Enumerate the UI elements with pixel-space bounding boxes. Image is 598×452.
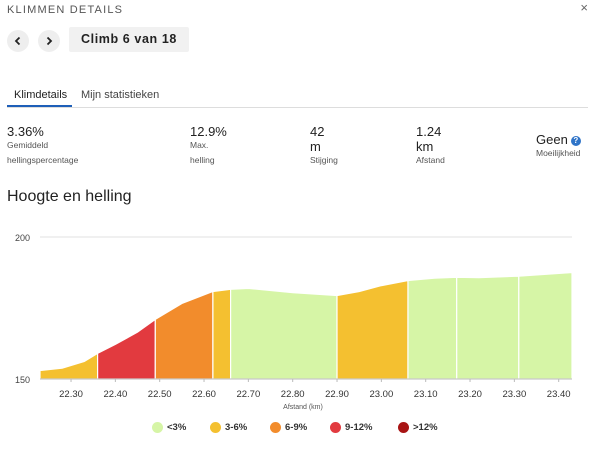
stat-difficulty: Geen? Moeilijkheid [536, 132, 581, 159]
tab-mijn-statistieken[interactable]: Mijn statistieken [81, 89, 160, 101]
stat-gradient: 3.36% Gemiddeld hellingspercentage [7, 124, 78, 166]
x-tick-label: 23.00 [369, 389, 393, 400]
stat-distance-unit: km [416, 139, 434, 154]
x-tick-label: 23.40 [547, 389, 571, 400]
segment-2 [96, 318, 156, 380]
chevron-left-icon [14, 36, 21, 46]
segment-4 [212, 288, 232, 380]
legend-item: 3-6% [210, 422, 247, 433]
header-title: KLIMMEN DETAILS [7, 4, 124, 16]
segment-6 [336, 279, 409, 380]
next-climb-button[interactable] [38, 30, 60, 52]
legend-label: 6-9% [285, 422, 308, 433]
legend-label: 9-12% [345, 422, 373, 433]
stat-ascent: 42 m Stijging [310, 124, 338, 166]
section-title: Hoogte en helling [7, 188, 132, 205]
tab-active-indicator [7, 105, 72, 107]
stat-gradient-value: 3.36% [7, 124, 44, 139]
stat-max-gradient-value: 12.9% [190, 124, 227, 139]
legend-dot [398, 422, 409, 433]
legend-label: <3% [167, 422, 187, 433]
legend-dot [152, 422, 163, 433]
segment-8 [456, 275, 520, 380]
x-tick-label: 22.90 [325, 389, 349, 400]
legend-dot [270, 422, 281, 433]
x-tick-label: 23.20 [458, 389, 482, 400]
legend-item: >12% [398, 422, 438, 433]
stat-ascent-label: Stijging [310, 155, 338, 165]
stat-distance-value: 1.24 [416, 124, 442, 139]
stat-max-gradient-label: Max. helling [190, 140, 215, 165]
legend-item: 6-9% [270, 422, 307, 433]
x-tick-label: 23.30 [502, 389, 526, 400]
legend-item: <3% [152, 422, 186, 433]
x-tick-label: 23.10 [414, 389, 438, 400]
legend-dot [330, 422, 341, 433]
stat-difficulty-label: Moeilijkheid [536, 148, 581, 158]
legend-dot [210, 422, 221, 433]
stat-difficulty-value: Geen [536, 132, 568, 147]
segment-7 [407, 276, 458, 380]
x-axis-label: Afstand (km) [283, 404, 323, 411]
climb-counter: Climb 6 van 18 [69, 27, 189, 52]
close-icon[interactable]: × [580, 0, 588, 15]
legend-item: 9-12% [330, 422, 372, 433]
tab-klimdetails[interactable]: Klimdetails [14, 89, 68, 101]
prev-climb-button[interactable] [7, 30, 29, 52]
stat-distance: 1.24 km Afstand [416, 124, 445, 166]
x-tick-label: 22.30 [59, 389, 83, 400]
segment-1 [39, 352, 99, 380]
stat-ascent-value: 42 [310, 124, 325, 139]
x-tick-label: 22.40 [103, 389, 127, 400]
segment-3 [154, 290, 214, 380]
y-tick-label: 200 [15, 233, 30, 243]
legend-label: 3-6% [225, 422, 248, 433]
segment-5 [229, 287, 338, 380]
x-tick-label: 22.70 [236, 389, 260, 400]
stat-ascent-unit: m [310, 139, 321, 154]
y-tick-label: 150 [15, 375, 30, 385]
stat-gradient-label: Gemiddeld hellingspercentage [7, 140, 79, 165]
info-icon[interactable]: ? [570, 136, 581, 146]
stat-max-gradient: 12.9% Max. helling [190, 124, 227, 166]
elevation-chart: 200 150 22.30 22.40 22.50 22.60 22.70 22.80 22.9… [15, 233, 573, 411]
stat-distance-label: Afstand [416, 155, 445, 165]
tabs-divider [7, 107, 588, 108]
chart-legend: <3% 3-6% 6-9% 9-12% >12% [0, 422, 598, 436]
chevron-right-icon [46, 36, 53, 46]
legend-label: >12% [413, 422, 438, 433]
x-tick-label: 22.50 [148, 389, 172, 400]
x-tick-label: 22.60 [192, 389, 216, 400]
x-tick-label: 22.80 [281, 389, 305, 400]
segment-9 [518, 271, 573, 380]
